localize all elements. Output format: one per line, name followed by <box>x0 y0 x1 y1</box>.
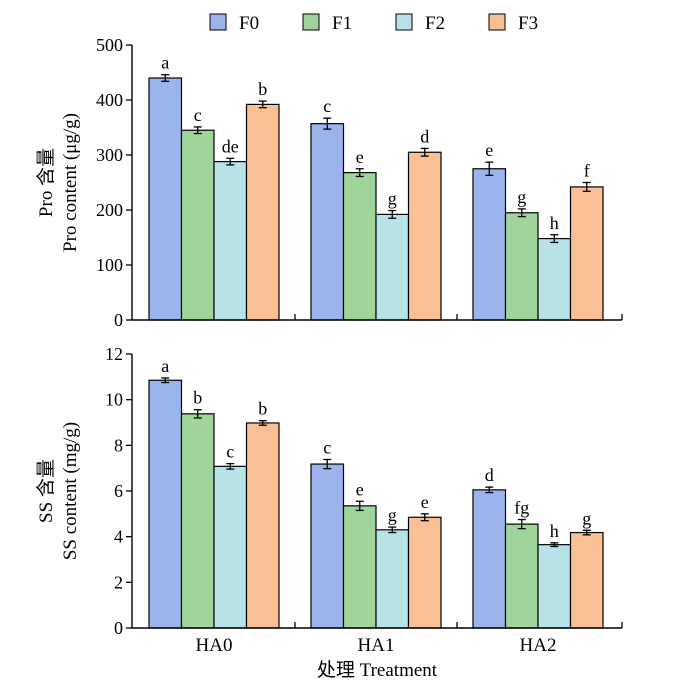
bar-f1-ha0 <box>180 129 215 321</box>
pro-content-panel: a c e c e g de g h b d f 0 100 200 300 400 500 Pro 含量 Pro c… <box>35 35 623 330</box>
bar-f0-ha0 <box>148 77 183 321</box>
significance-letter: b <box>258 399 267 419</box>
y-tick-label: 400 <box>96 90 123 110</box>
significance-letter: a <box>161 53 169 73</box>
y-tick-label: 100 <box>96 255 123 275</box>
x-axis-label: 处理 Treatment <box>317 659 438 681</box>
significance-letter: g <box>517 187 526 207</box>
significance-letter: g <box>388 189 397 209</box>
bar-f3-ha2 <box>569 186 604 321</box>
bar-f0-ha1 <box>310 123 345 321</box>
significance-letter: h <box>550 213 559 233</box>
y-tick-label: 0 <box>114 618 123 638</box>
legend-label-f0: F0 <box>239 13 259 34</box>
y-axis-label-line1: SS 含量 <box>35 459 57 523</box>
x-tick-label-ha1: HA1 <box>358 635 395 656</box>
y-axis-label-line1: Pro 含量 <box>35 148 57 217</box>
significance-letter: b <box>258 79 267 99</box>
significance-letter: c <box>226 442 234 462</box>
bar-f1-ha0 <box>180 413 215 629</box>
x-tick-label-ha0: HA0 <box>196 635 233 656</box>
bar-f3-ha0 <box>245 103 280 321</box>
bar-f2-ha0 <box>213 161 248 321</box>
y-tick-label: 6 <box>114 481 123 501</box>
bar-f0-ha0 <box>148 379 183 629</box>
significance-letter: d <box>485 465 494 485</box>
y-tick-label: 0 <box>114 310 123 330</box>
significance-letter: e <box>356 479 364 499</box>
y-tick-label: 12 <box>105 344 123 364</box>
bar-f1-ha2 <box>504 212 539 321</box>
y-tick-label: 500 <box>96 35 123 55</box>
legend: F0 F1 F2 F3 <box>209 13 538 34</box>
y-tick-label: 300 <box>96 145 123 165</box>
significance-letter: de <box>222 136 239 156</box>
bar-f0-ha2 <box>472 168 507 321</box>
legend-label-f1: F1 <box>332 13 352 34</box>
significance-letter: e <box>356 147 364 167</box>
significance-letter: a <box>161 356 169 376</box>
bar-f2-ha0 <box>213 465 248 629</box>
y-tick-label: 4 <box>114 527 123 547</box>
bar-f1-ha1 <box>342 172 377 321</box>
y-tick-label: 2 <box>114 572 123 592</box>
y-tick-label: 10 <box>105 390 123 410</box>
bar-f0-ha1 <box>310 463 345 629</box>
bar-f2-ha1 <box>375 213 410 321</box>
significance-letter: f <box>584 161 590 181</box>
bar-f2-ha1 <box>375 529 410 629</box>
bar-f3-ha1 <box>407 151 442 321</box>
significance-letter: h <box>550 521 559 541</box>
significance-letter: g <box>388 505 397 525</box>
significance-letter: d <box>420 126 429 146</box>
x-tick-label-ha2: HA2 <box>520 635 557 656</box>
bar-f3-ha2 <box>569 531 604 629</box>
bar-f2-ha2 <box>537 544 572 629</box>
bar-f0-ha2 <box>472 489 507 629</box>
bar-f3-ha0 <box>245 422 280 629</box>
significance-letter: e <box>485 140 493 160</box>
y-axis-label-line2: SS content (mg/g) <box>60 422 81 560</box>
legend-label-f2: F2 <box>425 13 445 34</box>
significance-letter: e <box>421 492 429 512</box>
y-tick-label: 8 <box>114 435 123 455</box>
significance-letter: b <box>193 388 202 408</box>
significance-letter: c <box>323 437 331 457</box>
significance-letter: c <box>323 96 331 116</box>
significance-letter: fg <box>514 498 529 518</box>
ss-content-panel: a c d b e fg c g h b e g 0 2 4 6 8 10 12 HA0 HA1 HA2 SS 含量 SS c… <box>35 344 623 656</box>
legend-swatch-f1 <box>302 13 320 31</box>
y-axis-label-line2: Pro content (μg/g) <box>60 113 81 252</box>
legend-label-f3: F3 <box>518 13 538 34</box>
legend-swatch-f2 <box>395 13 413 31</box>
bar-f1-ha2 <box>504 523 539 629</box>
bar-f1-ha1 <box>342 505 377 629</box>
legend-swatch-f0 <box>209 13 227 31</box>
bar-f2-ha2 <box>537 238 572 321</box>
significance-letter: g <box>582 508 591 528</box>
legend-swatch-f3 <box>488 13 506 31</box>
significance-letter: c <box>194 105 202 125</box>
y-tick-label: 200 <box>96 200 123 220</box>
bar-f3-ha1 <box>407 516 442 629</box>
